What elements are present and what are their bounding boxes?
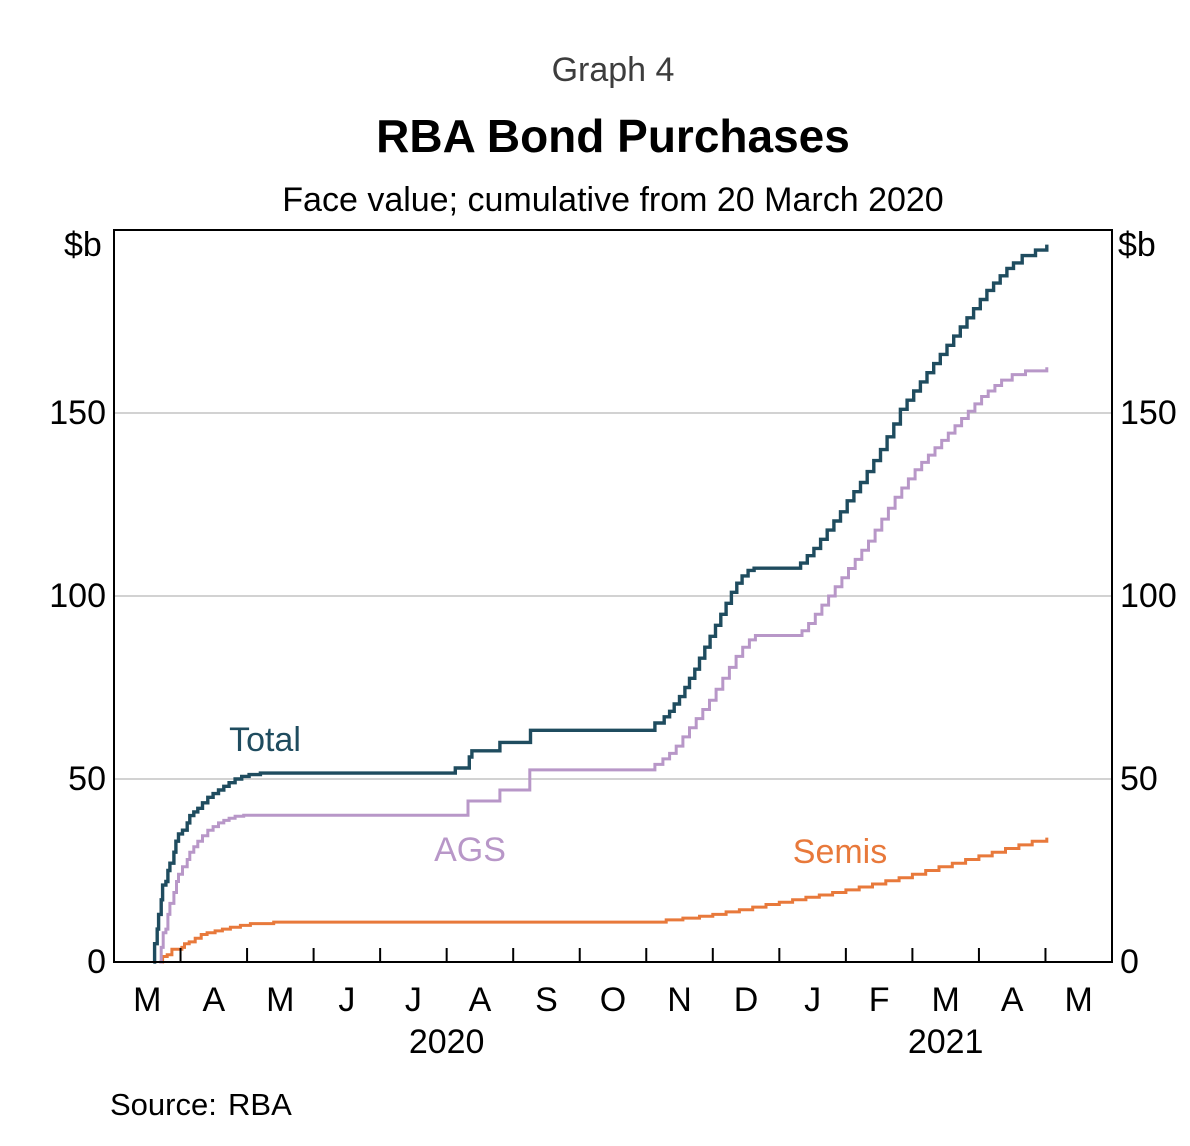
x-month-label: D xyxy=(733,981,759,1019)
series-line-semis xyxy=(160,837,1049,964)
chart-subtitle: Face value; cumulative from 20 March 202… xyxy=(282,181,944,219)
x-month-label: O xyxy=(599,981,627,1019)
series-label-total: Total xyxy=(229,721,301,759)
x-month-label: J xyxy=(804,981,822,1019)
x-month-label: M xyxy=(133,981,162,1019)
y-tick-label-left: 0 xyxy=(87,943,106,981)
y-axis-unit-left: $b xyxy=(64,226,102,264)
x-month-label: M xyxy=(931,981,960,1019)
source-line: Source: RBA xyxy=(110,1086,292,1124)
y-tick-label-left: 150 xyxy=(49,394,106,432)
series-line-ags xyxy=(159,367,1049,964)
plot-frame xyxy=(113,229,1113,963)
year-label: 2021 xyxy=(907,1023,984,1061)
y-tick-label-right: 150 xyxy=(1120,394,1177,432)
x-month-label: M xyxy=(266,981,295,1019)
x-month-label: N xyxy=(667,981,692,1019)
source-value: RBA xyxy=(228,1087,292,1122)
chart-title: RBA Bond Purchases xyxy=(376,110,850,162)
series-line-total xyxy=(152,244,1049,964)
y-tick-label-left: 50 xyxy=(68,760,106,798)
graph-number: Graph 4 xyxy=(551,51,675,89)
x-month-label: A xyxy=(202,981,226,1019)
source-label: Source: xyxy=(110,1087,217,1122)
x-month-label: J xyxy=(404,981,422,1019)
x-month-label: A xyxy=(1000,981,1024,1019)
y-tick-label-left: 100 xyxy=(49,577,106,615)
series-label-semis: Semis xyxy=(792,833,888,871)
x-month-label: S xyxy=(535,981,558,1019)
x-month-label: A xyxy=(468,981,492,1019)
x-month-label: M xyxy=(1064,981,1093,1019)
year-label: 2020 xyxy=(408,1023,485,1061)
y-tick-label-right: 100 xyxy=(1120,577,1177,615)
x-month-label: F xyxy=(868,981,890,1019)
y-axis-unit-right: $b xyxy=(1118,226,1156,264)
series-label-ags: AGS xyxy=(434,831,506,869)
x-month-label: J xyxy=(338,981,356,1019)
y-tick-label-right: 50 xyxy=(1120,760,1158,798)
y-tick-label-right: 0 xyxy=(1120,943,1139,981)
